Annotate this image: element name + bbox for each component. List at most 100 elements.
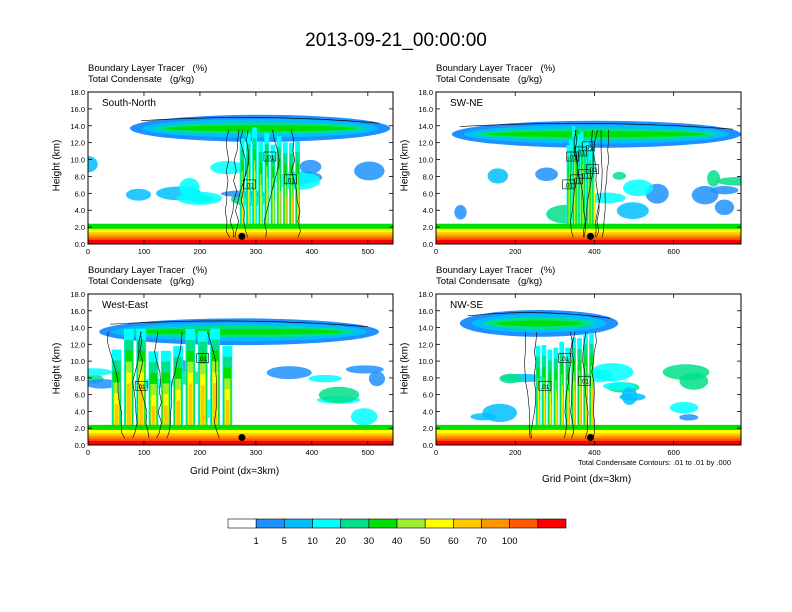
y-tick-label: 0.0 xyxy=(75,441,85,450)
updraft-column xyxy=(589,332,594,437)
x-tick-label: 400 xyxy=(306,247,319,256)
updraft-column xyxy=(283,153,288,236)
updraft-column xyxy=(261,195,263,236)
anvil-layer xyxy=(495,320,583,327)
updraft-column xyxy=(576,173,578,236)
updraft-column xyxy=(174,378,182,437)
cloud-patch xyxy=(198,399,219,419)
cloud-patch xyxy=(88,379,119,389)
y-tick-label: 0.0 xyxy=(423,441,433,450)
updraft-column xyxy=(583,333,588,437)
updraft-column xyxy=(198,341,208,437)
cloud-patch xyxy=(602,382,636,391)
updraft-column xyxy=(584,366,587,437)
panel-1-ylabel: Height (km) xyxy=(51,139,63,192)
updraft-column xyxy=(589,160,592,236)
cloud-patch xyxy=(308,374,342,383)
updraft-column xyxy=(580,177,582,236)
cloud-patch xyxy=(316,396,361,404)
cloud-patch xyxy=(189,194,214,203)
updraft-column xyxy=(577,349,582,437)
updraft-column xyxy=(161,361,171,437)
boundary-layer-band xyxy=(88,435,393,445)
updraft-column xyxy=(266,166,268,236)
updraft-column xyxy=(242,182,244,236)
updraft-column xyxy=(266,177,268,236)
cloud-patch xyxy=(482,403,518,423)
updraft-column xyxy=(188,383,193,437)
updraft-column xyxy=(542,355,546,437)
updraft-column xyxy=(556,402,558,437)
updraft-column xyxy=(174,367,182,437)
updraft-column xyxy=(223,356,232,437)
updraft-column xyxy=(112,360,121,437)
updraft-column xyxy=(211,361,219,437)
y-tick-label: 16.0 xyxy=(70,307,85,316)
y-tick-label: 4.0 xyxy=(75,407,85,416)
updraft-column xyxy=(565,358,570,437)
updraft-column xyxy=(176,400,181,437)
updraft-column xyxy=(577,195,579,236)
updraft-column xyxy=(248,177,250,236)
updraft-column xyxy=(247,166,249,236)
location-marker xyxy=(238,433,246,441)
updraft-column xyxy=(211,350,219,437)
colorbar-cell xyxy=(509,518,539,529)
updraft-column xyxy=(282,142,288,236)
updraft-column xyxy=(574,391,576,437)
y-tick-label: 4.0 xyxy=(423,206,433,215)
panel-3: .01 .01 0.0 2.0 4.0 6.0 8.0 10.0 12.0 14.0 16.0 18.… xyxy=(70,290,394,457)
contour-label-box xyxy=(582,141,595,152)
updraft-column xyxy=(289,153,294,236)
anvil-layer xyxy=(129,114,391,142)
colorbar-label: 50 xyxy=(420,536,431,547)
updraft-column xyxy=(591,376,593,437)
updraft-column xyxy=(585,173,587,236)
updraft-column xyxy=(197,330,208,437)
updraft-column xyxy=(591,145,595,236)
updraft-column xyxy=(577,134,581,236)
updraft-column xyxy=(554,369,557,437)
updraft-column xyxy=(210,328,220,437)
updraft-column xyxy=(570,161,572,236)
x-tick-label: 400 xyxy=(588,247,601,256)
x-tick-label: 0 xyxy=(86,448,90,457)
updraft-column xyxy=(210,339,220,437)
colorbar-cell xyxy=(284,518,313,529)
updraft-column xyxy=(126,372,132,437)
anvil-layer xyxy=(463,124,729,144)
updraft-column xyxy=(566,144,570,236)
updraft-column xyxy=(591,204,593,236)
updraft-column xyxy=(586,140,590,236)
updraft-column xyxy=(199,363,206,437)
updraft-column xyxy=(575,151,578,236)
y-tick-label: 18.0 xyxy=(418,88,433,97)
updraft-column xyxy=(571,337,577,437)
cloud-patch xyxy=(454,205,467,220)
panel-2-header-line2: Total Condensate (g/kg) xyxy=(436,74,543,85)
y-tick-label: 8.0 xyxy=(423,172,433,181)
updraft-column xyxy=(576,162,578,236)
updraft-column xyxy=(572,194,574,236)
updraft-column xyxy=(223,367,232,437)
colorbar: 1 5 10 20 30 40 50 60 70 100 xyxy=(227,518,567,547)
contour-label-box xyxy=(558,353,572,363)
updraft-column xyxy=(561,374,563,437)
updraft-column xyxy=(579,166,581,236)
boundary-layer-band xyxy=(88,440,393,445)
x-tick-label: 500 xyxy=(362,247,375,256)
panel-name-label: South-North xyxy=(102,98,156,109)
updraft-column xyxy=(594,200,596,236)
colorbar-label: 1 xyxy=(254,536,259,547)
condensate-contour xyxy=(467,312,611,439)
contour-label-box xyxy=(243,179,256,190)
x-tick-label: 500 xyxy=(362,448,375,457)
x-tick-label: 600 xyxy=(667,247,680,256)
updraft-column xyxy=(568,402,570,437)
x-tick-label: 600 xyxy=(667,448,680,457)
cloud-patch xyxy=(125,188,152,201)
updraft-column xyxy=(579,370,581,437)
contour-label-box xyxy=(578,169,591,180)
updraft-column xyxy=(253,160,256,236)
boundary-layer-band xyxy=(436,424,741,445)
